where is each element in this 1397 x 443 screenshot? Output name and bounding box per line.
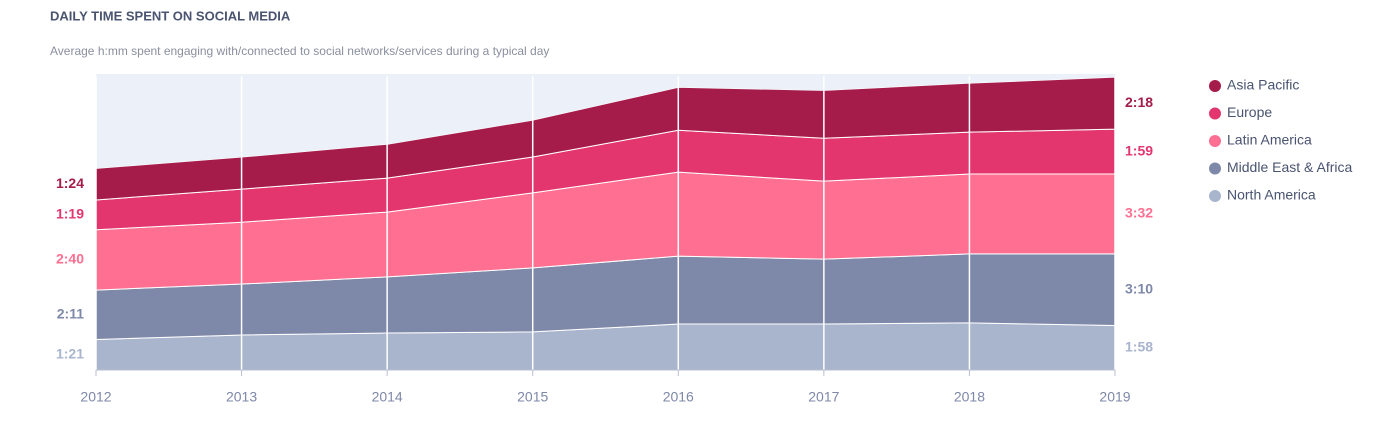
data-label: 1:19	[56, 206, 84, 222]
legend-marker	[1209, 107, 1221, 120]
legend-marker	[1209, 80, 1221, 92]
chart-subtitle: Average h:mm spent engaging with/connect…	[50, 44, 549, 58]
data-label: 1:58	[1125, 338, 1153, 354]
background-mask	[96, 74, 1115, 169]
data-label: 2:11	[57, 305, 84, 321]
data-label: 2:18	[1125, 94, 1153, 110]
x-tick-label: 2016	[663, 389, 694, 405]
legend-marker	[1209, 190, 1221, 202]
legend-label: Europe	[1227, 104, 1272, 120]
chart-title: DAILY TIME SPENT ON SOCIAL MEDIA	[50, 8, 291, 23]
legend-marker	[1209, 162, 1221, 175]
x-tick-label: 2013	[226, 389, 257, 405]
data-label: 1:24	[56, 175, 84, 191]
data-label: 1:59	[1125, 142, 1153, 158]
x-tick-label: 2015	[517, 389, 548, 405]
data-label: 3:32	[1125, 205, 1153, 221]
legend-marker	[1209, 135, 1221, 147]
data-label: 3:10	[1125, 280, 1153, 296]
x-tick-label: 2018	[954, 389, 985, 405]
legend-label: Middle East & Africa	[1227, 159, 1352, 175]
x-tick-label: 2017	[808, 389, 839, 405]
legend-label: Asia Pacific	[1227, 77, 1299, 93]
x-tick-label: 2012	[80, 389, 111, 405]
x-tick-label: 2019	[1099, 389, 1130, 405]
legend-label: Latin America	[1227, 132, 1312, 148]
data-label: 1:21	[56, 345, 84, 361]
x-tick-label: 2014	[372, 389, 403, 405]
legend-label: North America	[1227, 187, 1316, 203]
data-label: 2:40	[56, 251, 84, 267]
